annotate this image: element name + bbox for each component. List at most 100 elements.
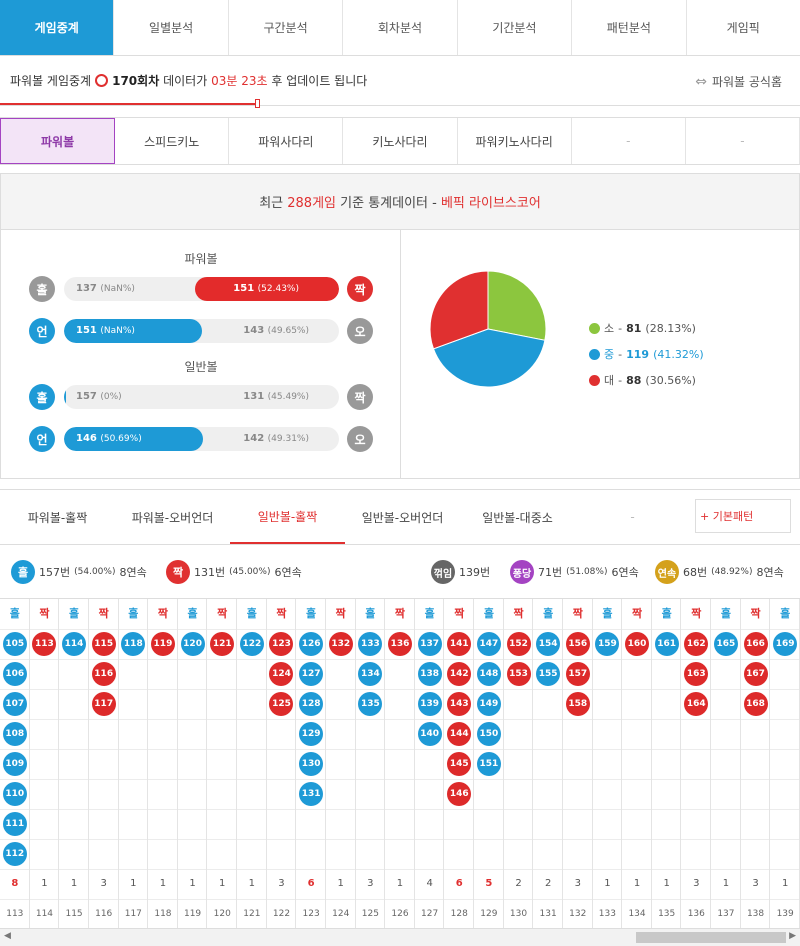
right-label-badge: 짝: [347, 276, 373, 302]
column-header: 홀: [543, 607, 554, 620]
result-ball: 131: [299, 782, 324, 806]
grid-column: [622, 599, 652, 929]
right-value: 131 (45.49%): [243, 391, 309, 402]
pie-slice: [487, 270, 547, 341]
result-ball: 165: [713, 632, 738, 656]
stats-games-count: 288게임: [287, 196, 336, 211]
round-number: 122: [272, 909, 291, 919]
grid-row-line: [0, 899, 800, 900]
result-ball: 156: [565, 632, 590, 656]
result-ball: 136: [388, 632, 412, 656]
continuous-pct: (48.92%): [711, 567, 753, 577]
official-site-link[interactable]: ⇔ 파워볼 공식홈: [695, 73, 782, 90]
column-header: 짝: [98, 607, 109, 620]
tab-game-relay[interactable]: 게임중계: [0, 0, 115, 55]
powerball-section-title: 파워볼: [184, 252, 218, 266]
streak-count: 3: [574, 878, 581, 889]
tab-daily-analysis[interactable]: 일별분석: [114, 0, 229, 55]
legend-medium: 중 - 119 (41.32%): [589, 346, 704, 362]
round-number: 116: [95, 909, 113, 919]
result-ball: 161: [654, 632, 679, 656]
odd-count: 157번: [39, 566, 71, 579]
streak-count: 1: [130, 878, 137, 889]
result-ball: 160: [625, 632, 650, 656]
round-number: 119: [183, 909, 202, 919]
info-prefix: 파워볼 게임중계: [10, 74, 92, 88]
scroll-right-icon[interactable]: ▶: [789, 931, 796, 941]
summary-odd: 홀 157번 (54.00%) 8연속: [11, 560, 147, 584]
streak-count: 1: [663, 878, 670, 889]
tab-round-analysis[interactable]: 회차분석: [343, 0, 458, 55]
pattern-tab-powerball-overunder[interactable]: 파워볼-오버언더: [131, 510, 214, 525]
scrollbar-thumb[interactable]: [636, 932, 786, 943]
pattern-tab-powerball-oddeven[interactable]: 파워볼-홀짝: [27, 510, 88, 525]
game-tab-speedkeno[interactable]: 스피드키노: [115, 118, 230, 164]
pong-streak: 6연속: [611, 566, 639, 579]
game-tab-power-ladder[interactable]: 파워사다리: [229, 118, 344, 164]
result-ball: 140: [417, 722, 442, 746]
pattern-tab-normal-overunder[interactable]: 일반볼-오버언더: [361, 510, 444, 525]
pong-count: 71번: [538, 566, 563, 579]
scroll-left-icon[interactable]: ◀: [4, 931, 11, 941]
result-ball: 139: [417, 692, 442, 716]
grid-column: [711, 599, 741, 929]
tab-range-analysis[interactable]: 구간분석: [229, 0, 344, 55]
expand-arrows-icon: ⇔: [695, 73, 707, 90]
basic-pattern-button[interactable]: + 기본패턴: [695, 499, 791, 533]
result-ball: 157: [565, 662, 590, 686]
column-header: 홀: [602, 607, 613, 620]
column-header: 홀: [483, 607, 494, 620]
right-value: 151 (52.43%): [233, 283, 299, 294]
round-number: 131: [539, 909, 557, 919]
round-number: 134: [628, 909, 646, 919]
left-value: 146 (50.69%): [76, 433, 142, 444]
tab-game-pick[interactable]: 게임픽: [726, 21, 760, 35]
tab-pattern-analysis[interactable]: 패턴분석: [572, 0, 687, 55]
continuous-count: 68번: [683, 566, 708, 579]
ratio-fill: [195, 277, 339, 301]
game-tab-powerball[interactable]: 파워볼: [0, 118, 116, 164]
result-ball: 149: [476, 692, 501, 716]
result-ball: 133: [358, 632, 383, 656]
pattern-summary: 홀 157번 (54.00%) 8연속 짝 131번 (45.00%) 6연속 꺾임…: [0, 552, 800, 592]
column-header: 홀: [187, 607, 198, 620]
result-ball: 158: [565, 692, 590, 716]
odd-badge: 홀: [11, 560, 35, 584]
left-label-badge: 홀: [29, 384, 55, 410]
game-tabs: 파워볼 스피드키노 파워사다리 키노사다리 파워키노사다리 - -: [0, 117, 800, 165]
game-tab-empty-1: -: [571, 118, 686, 164]
summary-even: 짝 131번 (45.00%) 6연속: [166, 560, 302, 584]
column-header: 짝: [157, 607, 169, 620]
pattern-tab-normal-oddeven[interactable]: 일반볼-홀짝: [230, 490, 345, 544]
pie-slice: [429, 270, 489, 350]
official-label: 파워볼 공식홈: [711, 75, 782, 89]
game-tab-keno-ladder[interactable]: 키노사다리: [343, 118, 458, 164]
tab-period-analysis[interactable]: 기간분석: [458, 0, 573, 55]
pong-badge: 퐁당: [510, 560, 534, 584]
legend-small: 소 - 81 (28.13%): [589, 320, 696, 336]
grid-row-line: [0, 779, 800, 780]
result-ball: 155: [536, 662, 561, 686]
horizontal-scrollbar[interactable]: ◀ ▶: [0, 928, 800, 946]
pattern-tab-normal-size[interactable]: 일반볼-대중소: [482, 510, 553, 525]
streak-count: 1: [189, 878, 196, 889]
grid-row-line: [0, 869, 800, 870]
streak-count: 1: [41, 878, 48, 889]
grid-row-line: [0, 719, 800, 720]
info-mid: 데이터가: [163, 74, 208, 88]
column-header: 홀: [365, 607, 376, 620]
result-ball: 122: [239, 632, 264, 656]
grid-column: [59, 599, 89, 929]
legend-label: 중: [604, 348, 615, 361]
round-number: 135: [658, 909, 676, 919]
even-pct: (45.00%): [229, 567, 271, 577]
grid-column: [770, 599, 800, 929]
column-header: 홀: [424, 607, 435, 620]
legend-pct: (30.56%): [645, 373, 696, 387]
round-number: 136: [687, 909, 705, 919]
clock-icon: [95, 74, 109, 87]
result-ball: 120: [180, 632, 205, 656]
game-tab-powerkeno-ladder[interactable]: 파워키노사다리: [457, 118, 572, 164]
column-header: 짝: [276, 607, 287, 620]
grid-column: [385, 599, 415, 929]
